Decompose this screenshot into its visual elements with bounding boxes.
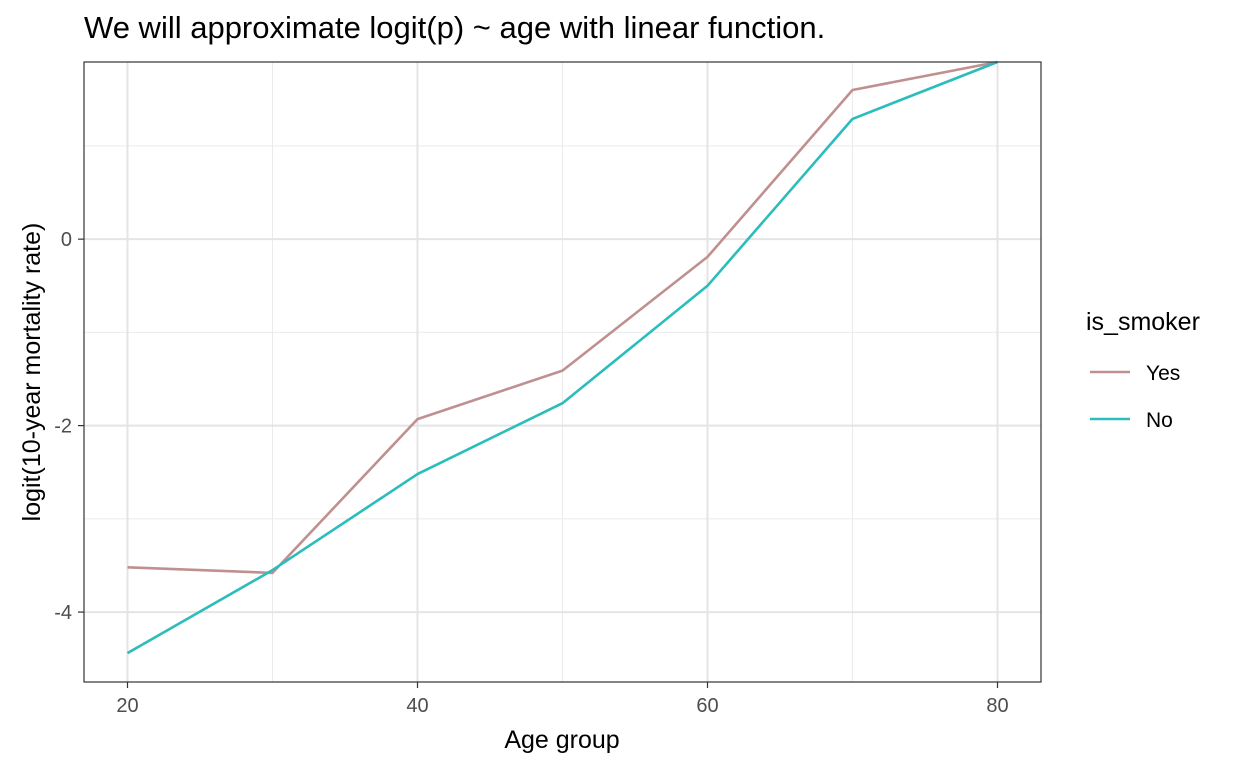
x-tick-label: 60 [696,695,718,717]
y-axis-ticks: -4 -2 0 [54,229,84,624]
legend: is_smoker Yes No [1086,308,1200,432]
series-lines [126,60,998,655]
x-tick-label: 80 [986,695,1008,717]
x-axis-title: Age group [504,726,619,754]
y-tick-label: -2 [54,416,72,438]
series-line-no [126,60,998,655]
x-tick-label: 40 [406,695,428,717]
y-axis-title: logit(10-year mortality rate) [18,223,46,522]
x-tick-label: 20 [116,695,138,717]
y-tick-label: -4 [54,602,72,624]
minor-gridlines [84,62,1041,682]
legend-title: is_smoker [1086,308,1200,336]
plot-panel-border [83,61,1042,683]
x-axis-ticks: 20 40 60 80 [116,682,1009,717]
legend-items: Yes No [1090,362,1180,432]
y-tick-label: 0 [61,229,72,251]
major-gridlines [84,62,1041,682]
series-line-yes [127,60,998,575]
legend-label-yes: Yes [1146,362,1180,385]
legend-label-no: No [1146,409,1173,432]
chart-title: We will approximate logit(p) ~ age with … [84,10,825,45]
